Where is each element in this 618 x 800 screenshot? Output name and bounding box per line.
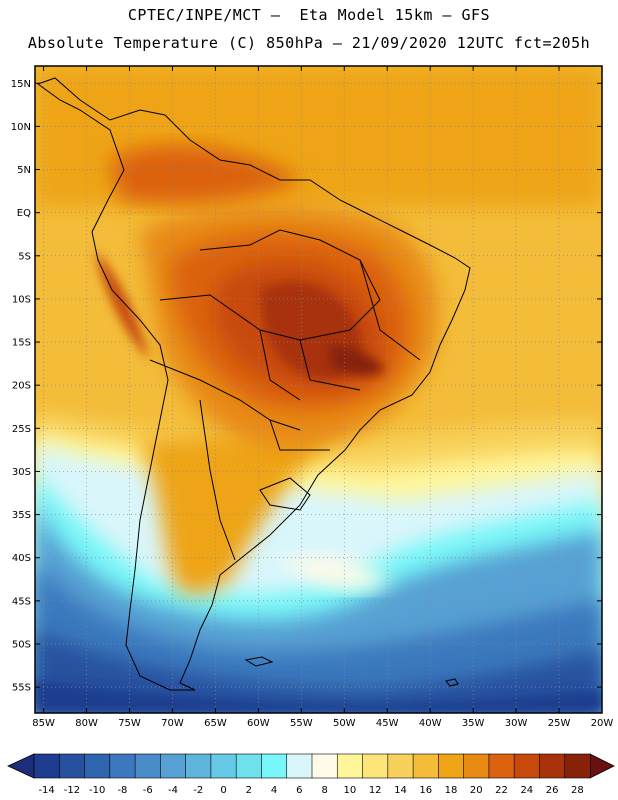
- latitude-labels: 15N 10N 5N EQ 5S 10S 15S 20S 25S 30S 35S 40S 45S 50S 5…: [11, 79, 31, 694]
- colorbar-tick-label: 12: [369, 785, 382, 796]
- latitude-label: 10S: [12, 294, 31, 305]
- colorbar-tick-label: 22: [495, 785, 508, 796]
- longitude-labels: 85W 80W 75W 70W 65W 60W 55W 50W 45W 40W 35W 30W 25W 2…: [32, 718, 613, 729]
- colorbar-swatch: [134, 753, 161, 779]
- colorbar-tick-label: 2: [246, 785, 252, 796]
- colorbar-swatch: [488, 753, 515, 779]
- latitude-label: 10N: [11, 122, 31, 133]
- longitude-label: 45W: [376, 718, 399, 729]
- longitude-label: 25W: [548, 718, 571, 729]
- temperature-field: [35, 66, 602, 713]
- longitude-label: 60W: [247, 718, 270, 729]
- longitude-label: 35W: [462, 718, 485, 729]
- latitude-label: 15N: [11, 79, 31, 90]
- colorbar-tick-label: 16: [419, 785, 432, 796]
- colorbar-swatch: [33, 753, 60, 779]
- colorbar-swatch: [235, 753, 263, 779]
- colorbar-swatch: [160, 753, 187, 779]
- colorbar-swatch: [185, 753, 212, 779]
- colorbar-swatch: [261, 753, 288, 779]
- colorbar-swatch: [109, 753, 136, 779]
- colorbar-swatch: [286, 753, 313, 779]
- map-title-line1: CPTEC/INPE/MCT – Eta Model 15km – GFS: [127, 6, 491, 24]
- coastline-outline: [36, 77, 471, 691]
- latitude-label: 20S: [12, 381, 31, 392]
- colorbar-tick-label: 4: [271, 785, 277, 796]
- colorbar-swatch: [539, 753, 566, 779]
- latitude-label: EQ: [17, 208, 31, 219]
- latitude-label: 25S: [12, 424, 31, 435]
- graticule: [35, 66, 602, 713]
- colorbar-tick-label: 20: [470, 785, 483, 796]
- colorbar-tick-label: -8: [117, 785, 127, 796]
- colorbar-swatch: [513, 753, 541, 779]
- colorbar-swatch: [564, 753, 591, 779]
- colorbar-over-triangle: [589, 753, 615, 779]
- longitude-label: 55W: [290, 718, 313, 729]
- colorbar-swatch: [84, 753, 111, 779]
- colorbar-tick-label: 18: [445, 785, 458, 796]
- colorbar-tick-label: 0: [220, 785, 226, 796]
- colorbar-tick-label: -14: [38, 785, 54, 796]
- colorbar-swatch: [58, 753, 86, 779]
- colorbar-tick-label: -4: [168, 785, 178, 796]
- colorbar-swatch: [387, 753, 414, 779]
- longitude-label: 85W: [32, 718, 55, 729]
- colorbar-tick-label: 10: [344, 785, 357, 796]
- longitude-ticks: [43, 66, 603, 713]
- colorbar-swatch: [336, 753, 364, 779]
- colorbar-swatch: [210, 753, 237, 779]
- colorbar-tick-label: 28: [571, 785, 584, 796]
- colorbar-tick-label: 8: [321, 785, 327, 796]
- latitude-label: 5S: [18, 251, 31, 262]
- latitude-label: 5N: [17, 165, 31, 176]
- longitude-label: 30W: [505, 718, 528, 729]
- colorbar-tick-label: -10: [89, 785, 105, 796]
- colorbar-tick-label: -2: [193, 785, 203, 796]
- colorbar-tick-label: 26: [546, 785, 559, 796]
- latitude-label: 55S: [12, 683, 31, 694]
- colorbar-swatch: [362, 753, 389, 779]
- latitude-label: 15S: [12, 338, 31, 349]
- colorbar-swatch: [438, 753, 465, 779]
- colorbar-swatch: [311, 753, 338, 779]
- colorbar-tick-label: 6: [296, 785, 302, 796]
- colorbar-tick-label: 14: [394, 785, 407, 796]
- longitude-label: 40W: [419, 718, 442, 729]
- longitude-label: 75W: [118, 718, 141, 729]
- longitude-label: 20W: [591, 718, 614, 729]
- latitude-label: 40S: [12, 553, 31, 564]
- colorbar-tick-label: -6: [143, 785, 153, 796]
- latitude-label: 45S: [12, 596, 31, 607]
- colorbar-labels: -14 -12 -10 -8 -6 -4 -2 0 2 4 6 8 10 12 14 16 18 20 22 24 26…: [38, 785, 583, 796]
- colorbar-under-triangle: [7, 753, 35, 779]
- longitude-label: 65W: [204, 718, 227, 729]
- longitude-label: 50W: [333, 718, 356, 729]
- latitude-label: 50S: [12, 639, 31, 650]
- latitude-label: 30S: [12, 467, 31, 478]
- colorbar-tick-label: 24: [520, 785, 533, 796]
- colorbar: [7, 753, 615, 779]
- colorbar-tick-label: -12: [64, 785, 80, 796]
- colorbar-swatch: [412, 753, 439, 779]
- colorbar-swatch: [463, 753, 490, 779]
- latitude-ticks: [35, 82, 602, 688]
- map-title-line2: Absolute Temperature (C) 850hPa – 21/09/…: [27, 34, 591, 52]
- map-frame: [34, 65, 603, 714]
- latitude-label: 35S: [12, 510, 31, 521]
- longitude-label: 80W: [75, 718, 98, 729]
- longitude-label: 70W: [161, 718, 184, 729]
